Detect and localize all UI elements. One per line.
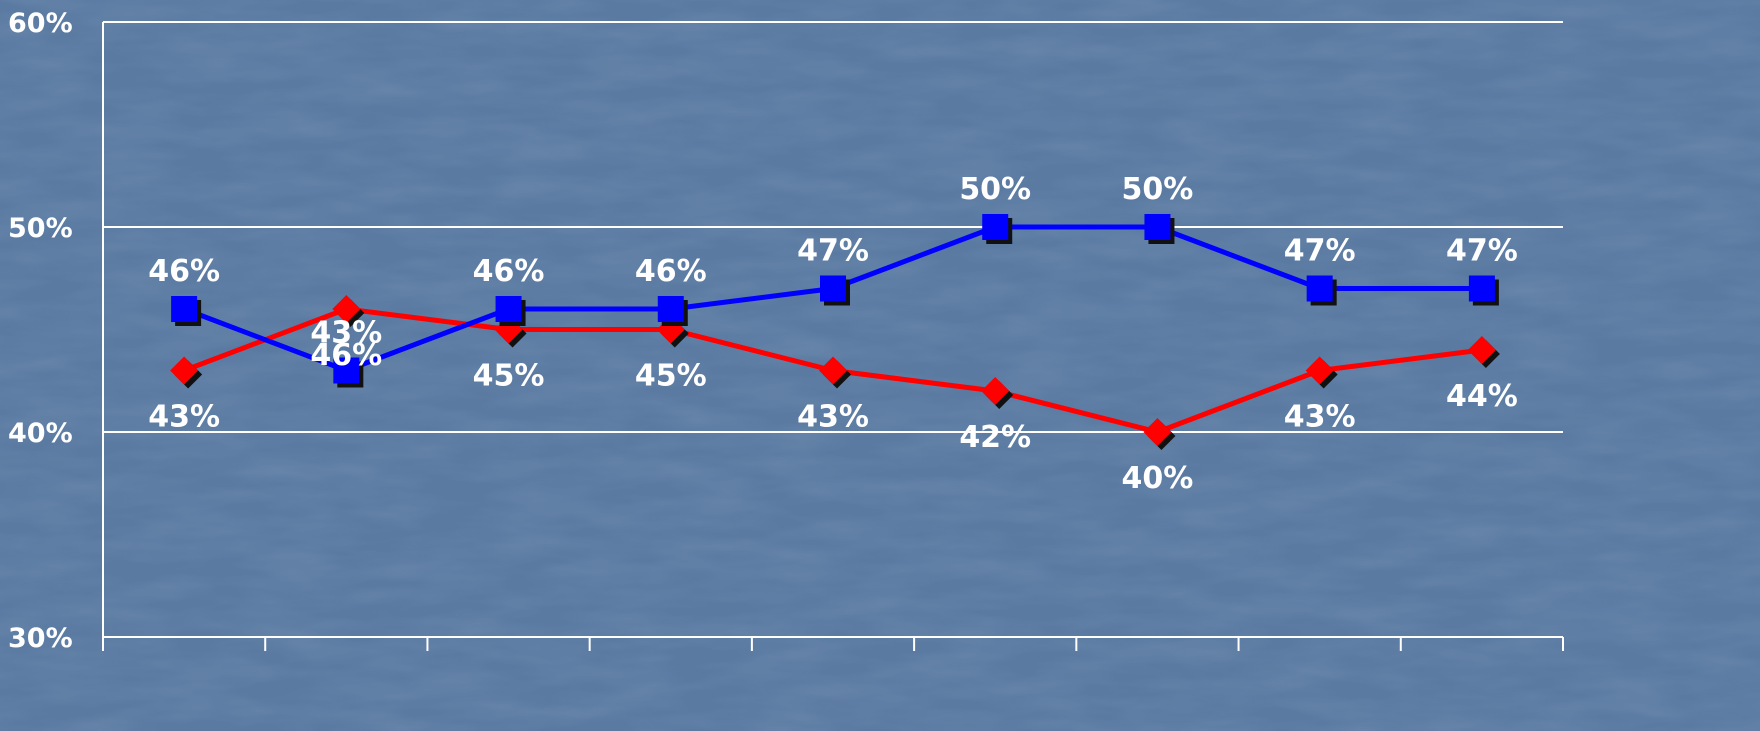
- series-layer: [170, 214, 1500, 450]
- data-label: 43%: [797, 400, 869, 435]
- data-point: [170, 356, 199, 385]
- data-point: [333, 357, 360, 384]
- y-tick-label: 50%: [8, 213, 73, 244]
- series-square-markers: [171, 214, 1499, 388]
- data-point: [332, 295, 361, 323]
- data-point: [657, 296, 684, 322]
- data-label: 46%: [148, 254, 220, 289]
- data-label: 43%: [1284, 400, 1356, 435]
- data-label: 50%: [959, 172, 1031, 207]
- data-label: 42%: [959, 420, 1031, 455]
- data-label: 46%: [473, 254, 545, 289]
- data-point: [1305, 356, 1334, 385]
- data-label: 44%: [1446, 379, 1518, 414]
- y-tick-label: 40%: [8, 418, 73, 449]
- data-point: [171, 296, 198, 322]
- y-tick-label: 60%: [8, 8, 73, 39]
- data-label: 45%: [473, 359, 545, 394]
- data-point: [1467, 336, 1496, 364]
- data-point: [1306, 275, 1333, 302]
- y-tick-label: 30%: [8, 623, 73, 654]
- data-label: 43%: [148, 400, 220, 435]
- data-point: [1144, 214, 1171, 240]
- data-label: 47%: [1284, 234, 1356, 269]
- axes: 30% 40% 50% 60%: [8, 8, 1564, 654]
- data-point: [1468, 275, 1495, 302]
- data-point: [819, 356, 847, 385]
- data-label: 50%: [1122, 172, 1194, 207]
- data-label: 46%: [635, 254, 707, 289]
- data-label: 40%: [1122, 461, 1194, 496]
- data-label: 43%: [310, 316, 382, 351]
- data-label: 45%: [635, 359, 707, 394]
- data-point: [982, 214, 1009, 240]
- data-point: [495, 296, 522, 322]
- data-point: [981, 377, 1010, 405]
- data-label: 47%: [797, 234, 869, 269]
- data-label: 47%: [1446, 234, 1518, 269]
- data-point: [1143, 418, 1172, 446]
- data-labels: 46%43%46% 46%47%50% 50%47% 47%43%46%45% 45%4…: [148, 172, 1518, 496]
- data-label: 46%: [310, 338, 382, 373]
- data-point: [820, 275, 846, 302]
